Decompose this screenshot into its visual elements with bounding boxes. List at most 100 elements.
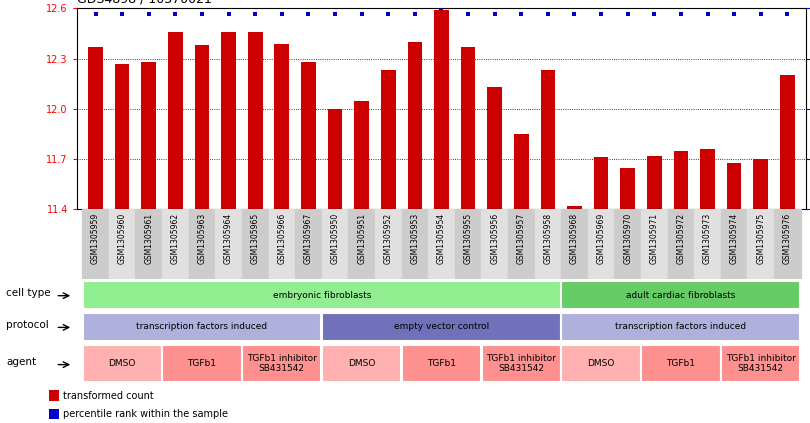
Text: TGFb1 inhibitor
SB431542: TGFb1 inhibitor SB431542 (486, 354, 556, 374)
Bar (588, 209, 615, 279)
Point (754, 11, 767, 18)
Text: GSM1305957: GSM1305957 (517, 213, 526, 264)
Point (382, 11, 394, 18)
Point (143, 11, 156, 18)
Bar (49, 409, 59, 419)
Bar (567, 206, 582, 209)
Bar (721, 209, 748, 279)
Bar (162, 345, 241, 382)
Text: GSM1305972: GSM1305972 (676, 213, 685, 264)
Point (568, 11, 581, 18)
Bar (721, 345, 800, 382)
Bar (561, 313, 800, 341)
Bar (727, 162, 741, 209)
Bar (642, 345, 721, 382)
Point (595, 11, 608, 18)
Bar (700, 149, 715, 209)
Bar (83, 345, 162, 382)
Text: GSM1305951: GSM1305951 (357, 213, 366, 264)
Bar (488, 87, 502, 209)
Text: transcription factors induced: transcription factors induced (136, 322, 267, 331)
Bar (248, 32, 262, 209)
Point (89, 11, 102, 18)
Text: GSM1305950: GSM1305950 (330, 213, 339, 264)
Point (249, 11, 262, 18)
Point (329, 11, 342, 18)
Point (408, 11, 421, 18)
Text: GSM1305973: GSM1305973 (703, 213, 712, 264)
Text: GDS4898 / 10370021: GDS4898 / 10370021 (77, 0, 212, 6)
Bar (561, 209, 588, 279)
Point (515, 11, 528, 18)
Text: protocol: protocol (6, 320, 49, 330)
Text: TGFb1: TGFb1 (427, 359, 456, 368)
Text: GSM1305974: GSM1305974 (730, 213, 739, 264)
Bar (481, 209, 508, 279)
Bar (615, 209, 641, 279)
Bar (242, 209, 268, 279)
Bar (561, 345, 641, 382)
Point (621, 11, 634, 18)
Text: DMSO: DMSO (348, 359, 375, 368)
Point (541, 11, 554, 18)
Bar (508, 209, 535, 279)
Point (675, 11, 688, 18)
Bar (774, 209, 800, 279)
Text: TGFb1 inhibitor
SB431542: TGFb1 inhibitor SB431542 (726, 354, 795, 374)
Point (781, 11, 794, 18)
Bar (354, 101, 369, 209)
Bar (109, 209, 135, 279)
Bar (295, 209, 322, 279)
Bar (83, 313, 322, 341)
Text: GSM1305960: GSM1305960 (117, 213, 126, 264)
Bar (620, 168, 635, 209)
Text: GSM1305975: GSM1305975 (757, 213, 765, 264)
Text: GSM1305968: GSM1305968 (570, 213, 579, 264)
Bar (83, 209, 109, 279)
Text: GSM1305954: GSM1305954 (437, 213, 446, 264)
Bar (594, 157, 608, 209)
Text: GSM1305969: GSM1305969 (597, 213, 606, 264)
Bar (375, 209, 402, 279)
Bar (407, 42, 422, 209)
Bar (535, 209, 561, 279)
Bar (428, 209, 454, 279)
Bar (194, 45, 209, 209)
Bar (221, 32, 236, 209)
Bar (647, 156, 662, 209)
Bar (301, 62, 316, 209)
Bar (322, 209, 348, 279)
Text: GSM1305952: GSM1305952 (384, 213, 393, 264)
Text: TGFb1 inhibitor
SB431542: TGFb1 inhibitor SB431542 (247, 354, 317, 374)
Bar (275, 44, 289, 209)
Text: GSM1305956: GSM1305956 (490, 213, 499, 264)
Point (701, 11, 714, 18)
Text: GSM1305962: GSM1305962 (171, 213, 180, 264)
Text: GSM1305959: GSM1305959 (91, 213, 100, 264)
Bar (88, 47, 103, 209)
Point (488, 11, 501, 18)
Point (302, 11, 315, 18)
Bar (482, 345, 561, 382)
Bar (348, 209, 375, 279)
Text: transformed count: transformed count (63, 390, 154, 401)
Bar (328, 109, 343, 209)
Text: embryonic fibroblasts: embryonic fibroblasts (272, 291, 371, 299)
Bar (49, 390, 59, 401)
Bar (322, 313, 561, 341)
Text: GSM1305958: GSM1305958 (544, 213, 552, 264)
Bar (162, 209, 189, 279)
Text: GSM1305976: GSM1305976 (782, 213, 792, 264)
Text: cell type: cell type (6, 288, 51, 299)
Text: transcription factors induced: transcription factors induced (616, 322, 747, 331)
Text: agent: agent (6, 357, 36, 367)
Bar (83, 281, 561, 309)
Point (275, 11, 288, 18)
Point (727, 11, 740, 18)
Bar (748, 209, 774, 279)
Text: adult cardiac fibroblasts: adult cardiac fibroblasts (626, 291, 735, 299)
Text: GSM1305953: GSM1305953 (411, 213, 420, 264)
Bar (780, 75, 795, 209)
Text: DMSO: DMSO (109, 359, 136, 368)
Bar (381, 70, 395, 209)
